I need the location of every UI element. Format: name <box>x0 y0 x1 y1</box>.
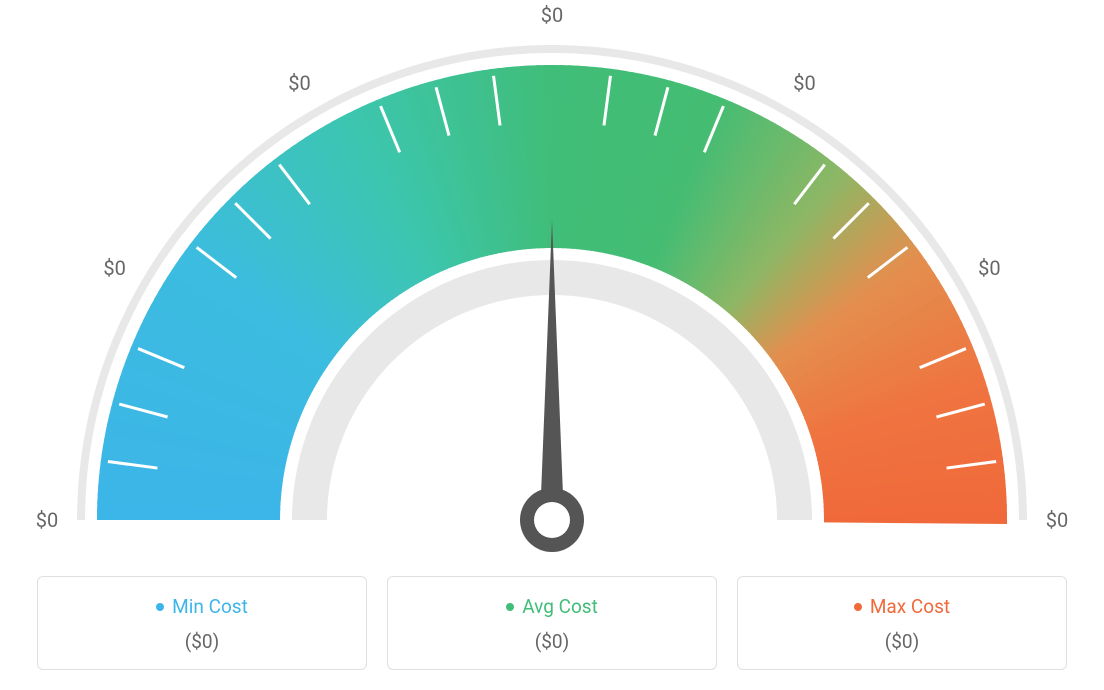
legend-dot-avg <box>506 603 514 611</box>
legend-label-min: Min Cost <box>172 595 248 618</box>
gauge-scale-label: $0 <box>36 508 58 532</box>
gauge-scale-label: $0 <box>541 3 563 27</box>
gauge-scale-label: $0 <box>103 256 125 280</box>
gauge-chart: $0 $0 $0 $0 $0 $0 $0 <box>32 0 1072 560</box>
legend-label-avg: Avg Cost <box>522 595 598 618</box>
legend-card-avg: Avg Cost ($0) <box>387 576 717 670</box>
legend-label-max: Max Cost <box>870 595 950 618</box>
gauge-scale-label: $0 <box>288 71 310 95</box>
gauge-scale-label: $0 <box>793 71 815 95</box>
legend-value-min: ($0) <box>38 630 366 653</box>
gauge-scale-label: $0 <box>1046 508 1068 532</box>
legend-title-avg: Avg Cost <box>506 595 598 618</box>
legend-card-max: Max Cost ($0) <box>737 576 1067 670</box>
gauge-scale-label: $0 <box>978 256 1000 280</box>
legend-dot-min <box>156 603 164 611</box>
legend-title-max: Max Cost <box>854 595 950 618</box>
legend-title-min: Min Cost <box>156 595 248 618</box>
legend-value-avg: ($0) <box>388 630 716 653</box>
legend-row: Min Cost ($0) Avg Cost ($0) Max Cost ($0… <box>32 576 1072 670</box>
legend-dot-max <box>854 603 862 611</box>
gauge-svg <box>32 0 1072 560</box>
legend-card-min: Min Cost ($0) <box>37 576 367 670</box>
legend-value-max: ($0) <box>738 630 1066 653</box>
